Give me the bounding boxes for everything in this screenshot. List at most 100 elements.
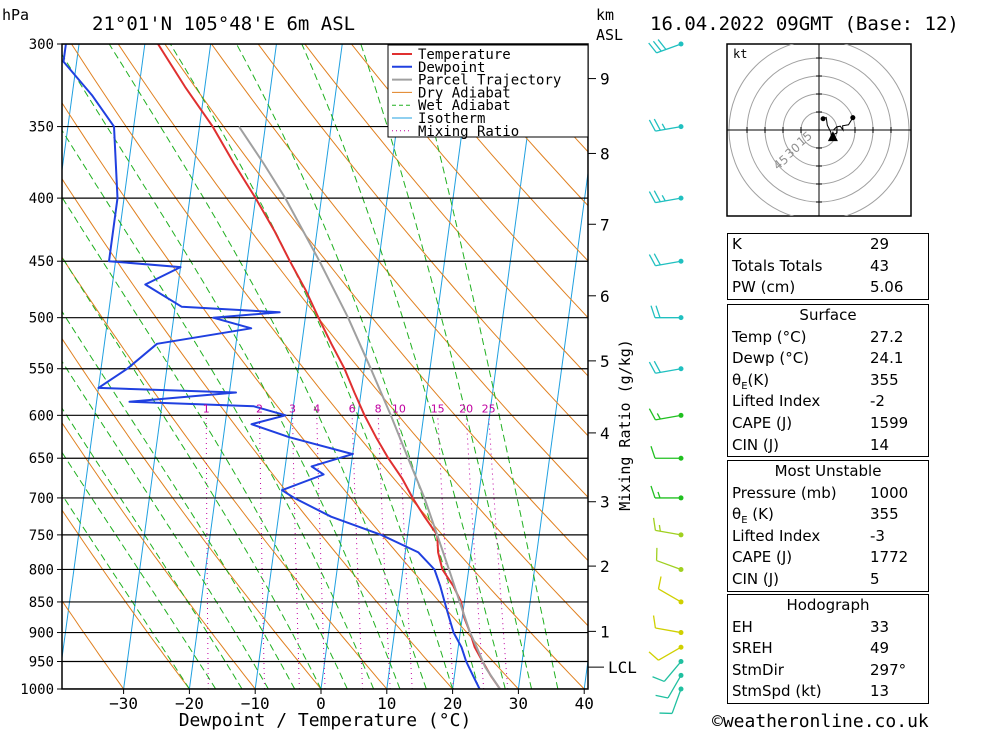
legend-entry: Wet Adiabat [418,98,511,114]
wind-barb-flag [655,694,669,699]
wind-barb [655,547,684,572]
surface-cin-row: CIN (J) 14 [732,435,890,454]
mixing-ratio-label: 4 [313,402,320,415]
pressure-tick-label: 500 [29,311,54,327]
sreh-row: SREH 49 [732,639,890,658]
pressure-tick-label: 650 [29,451,54,467]
km-tick-label: 5 [600,352,610,371]
dry-adiabat-line [62,256,388,689]
dry-adiabat-line [62,509,191,689]
surface-dewp-row: Dewp (°C) 24.1 [732,349,904,368]
pressure-tick-label: 450 [29,254,54,270]
wet-adiabat-line [62,360,269,689]
temp-tick-label: 0 [316,694,326,713]
mu-theta-row: θE (K) 355 [732,505,899,527]
dry-adiabat-line [62,101,520,689]
wind-barb-flag [657,576,662,590]
dry-adiabat-line [350,44,588,319]
wind-barb-shaft [667,675,682,699]
wind-barb-half-flag [661,195,666,202]
pw-row: PW (cm) 5.06 [732,278,904,297]
dry-adiabat-line [62,421,256,689]
wind-barb [648,644,684,661]
wind-barb [648,118,684,132]
dry-adiabat-line [164,44,588,562]
wet-adiabat-line [62,256,322,689]
wind-barb-flag [652,517,657,531]
wind-barb [648,253,684,267]
wind-barb [652,615,684,636]
wind-barb-flag [648,361,656,374]
wind-barb-base [678,124,684,130]
legend-entry: Parcel Trajectory [418,73,561,89]
totals-row: Totals Totals 43 [732,256,890,275]
plot-frame [61,43,589,690]
x-axis-label: Dewpoint / Temperature (°C) [179,710,472,731]
wind-profile [648,39,684,715]
axes: 3003504004505005506006507007508008509009… [20,37,637,713]
wind-barb-flag [652,40,662,52]
wind-barb-shaft [671,688,682,714]
temp-tick-label: −30 [109,694,138,713]
km-tick-label: 3 [600,493,610,512]
mu-cin-row: CIN (J) 5 [732,569,880,588]
surface-temp-row: Temp (°C) 27.2 [732,327,904,346]
profile-series: 1 2 3 4 6 8 10 15 20 25 [62,44,501,689]
wind-barb-flag [653,360,661,373]
wind-barb-flag [648,408,656,421]
legend-entry: Dry Adiabat [418,85,511,101]
wet-adiabat-line [62,493,190,689]
surface-panel: Surface Temp (°C) 27.2 Dewp (°C) 24.1 θE(K… [727,304,929,458]
wind-barb-half-flag [661,123,666,130]
wind-barb-flag [652,615,657,629]
lcl-label: LCL [608,658,637,677]
hodograph-start-dot [820,116,826,122]
wind-barb [652,659,684,683]
asl-label: ASL [596,26,623,44]
dewpoint-profile [62,44,481,689]
stmspd-row: StmSpd (kt) 13 [732,682,890,701]
temp-tick-label: 10 [377,694,396,713]
hodograph-end-dot [850,115,856,121]
wind-barb [650,305,684,321]
wind-barb [648,360,684,374]
dry-adiabat-line [210,44,588,498]
k-index-row: K 29 [732,235,890,253]
indices-panel: K 29 Totals Totals 43 PW (cm) 5.06 [727,233,929,300]
mixing-ratio-label: 2 [256,402,263,415]
stmdir-row: StmDir 297° [732,660,907,679]
wet-adiabat-line [62,53,401,689]
wet-adiabat-line [62,196,348,689]
dry-adiabat-line [304,44,588,377]
wind-barb [657,576,684,605]
mixing-ratio-line [316,415,326,689]
temp-tick-label: 30 [509,694,528,713]
mixing-ratio-label: 1 [203,402,210,415]
dry-adiabat-line [62,337,322,689]
location-title: 21°01'N 105°48'E 6m ASL [92,13,355,35]
mixing-ratio-line [292,415,300,689]
mixing-ratio-label: 20 [459,402,473,415]
surface-theta-row: θE(K) 355 [732,370,899,392]
hodograph-table-panel: Hodograph EH 33 SREH 49 StmDir 297° StmSpd … [727,594,929,704]
mu-cape-row: CAPE (J) 1772 [732,548,909,567]
mixing-ratio-line [351,415,364,689]
wind-barb-flag [653,118,661,131]
mixing-ratio-line [437,415,454,689]
pressure-tick-label: 900 [29,626,54,642]
isotherm-line [0,7,18,715]
wind-barb [650,485,684,501]
temp-tick-label: −10 [241,694,270,713]
dry-adiabat-line [117,44,588,627]
wind-barb [648,39,684,54]
wind-barb-half-flag [658,524,661,532]
pressure-tick-label: 400 [29,191,54,207]
wind-barb-flag [653,190,661,203]
hodograph-unit-label: kt [733,47,747,61]
wind-barb-shaft [658,588,682,603]
km-tick-label: 6 [600,287,610,306]
dry-adiabat-line [257,44,588,437]
km-label: km [596,6,614,24]
